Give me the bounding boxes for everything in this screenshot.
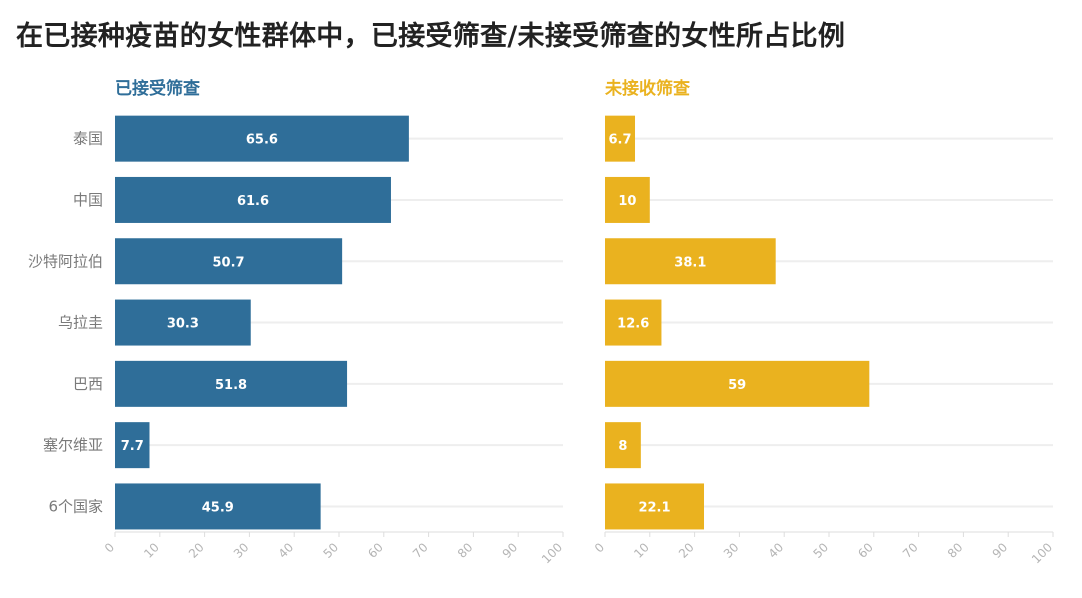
left-x-tick-label: 70 [410,540,431,561]
category-label: 塞尔维亚 [43,436,103,454]
right-bar-value-label: 12.6 [617,317,649,332]
left-x-tick-label: 100 [539,540,565,566]
right-bar-value-label: 10 [618,194,636,209]
category-label: 中国 [73,191,103,209]
right-bar [605,238,776,285]
left-bar [115,299,251,346]
left-x-tick-label: 40 [276,540,297,561]
left-x-tick-label: 20 [186,540,207,561]
left-panel-title: 已接受筛查 [115,79,200,99]
right-bar-value-label: 22.1 [638,500,670,515]
left-x-tick-label: 80 [455,540,476,561]
right-x-tick-label: 90 [990,540,1011,561]
left-x-tick-label: 0 [102,540,117,555]
left-bar-value-label: 65.6 [246,133,278,148]
right-x-tick-label: 80 [945,540,966,561]
chart-title: 在已接种疫苗的女性群体中，已接受筛查/未接受筛查的女性所占比例 [16,21,846,52]
left-bar [115,360,348,407]
right-x-tick-label: 70 [900,540,921,561]
right-x-tick-label: 30 [721,540,742,561]
right-bar [605,176,650,223]
right-x-tick-label: 40 [766,540,787,561]
category-label: 泰国 [73,130,103,148]
left-bar [115,176,391,223]
right-bar [605,115,636,162]
left-bar [115,483,321,530]
left-bar-value-label: 45.9 [202,500,234,515]
right-x-tick-label: 20 [676,540,697,561]
left-x-tick-label: 90 [500,540,521,561]
left-bar [115,115,409,162]
right-x-tick-label: 0 [592,540,607,555]
left-bar-value-label: 30.3 [167,317,199,332]
right-bar [605,483,705,530]
category-label: 6个国家 [48,497,103,515]
left-bar-value-label: 7.7 [121,439,144,454]
right-bar-value-label: 59 [728,378,746,393]
right-panel-title: 未接收筛查 [605,79,690,99]
right-bar [605,422,641,469]
left-x-tick-label: 10 [141,540,162,561]
left-x-tick-label: 30 [231,540,252,561]
left-bar-value-label: 50.7 [213,255,245,270]
category-label: 乌拉圭 [58,314,103,332]
category-label: 巴西 [73,375,103,393]
left-bar-value-label: 61.6 [237,194,269,209]
left-bar-value-label: 51.8 [215,378,247,393]
left-bar [115,422,150,469]
right-bar-value-label: 6.7 [608,133,631,148]
left-x-tick-label: 50 [320,540,341,561]
right-bar-value-label: 38.1 [674,255,706,270]
category-label: 沙特阿拉伯 [28,252,103,270]
right-x-tick-label: 50 [810,540,831,561]
right-x-tick-label: 100 [1029,540,1055,566]
right-bar-value-label: 8 [618,439,627,454]
right-bar [605,299,662,346]
right-x-tick-label: 10 [631,540,652,561]
right-x-tick-label: 60 [855,540,876,561]
right-bar [605,360,870,407]
left-x-tick-label: 60 [365,540,386,561]
left-bar [115,238,343,285]
